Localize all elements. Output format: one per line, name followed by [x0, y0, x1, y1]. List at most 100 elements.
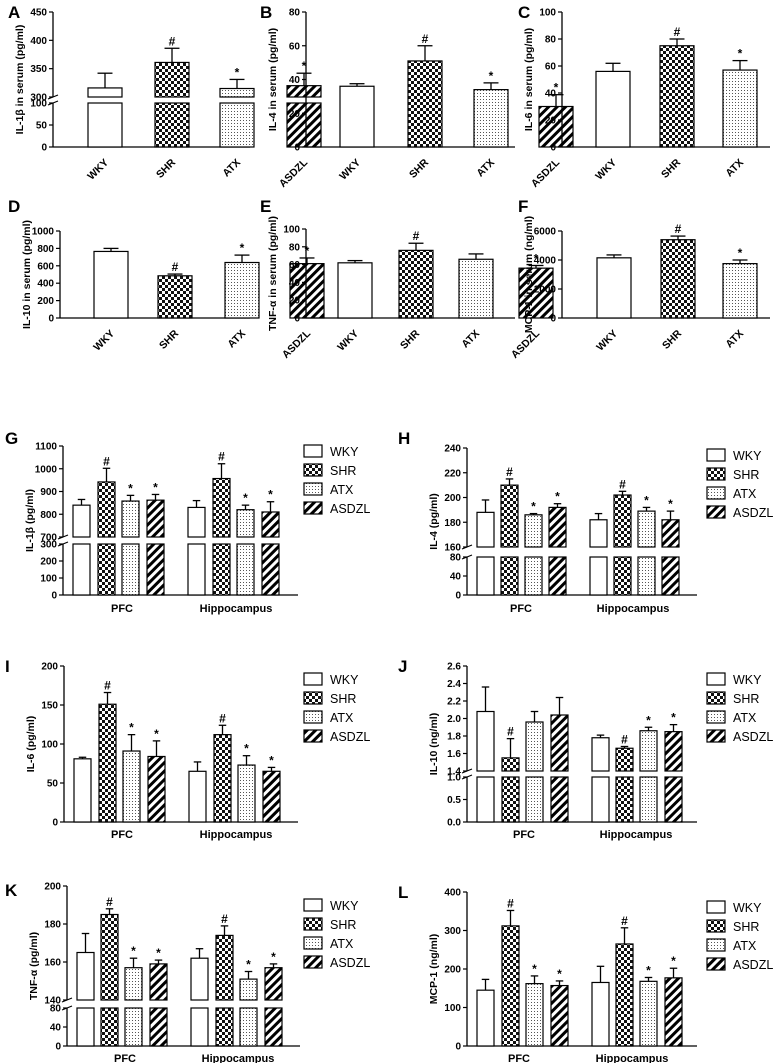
bar-lower — [190, 1007, 209, 1047]
y-tick-label: 100 — [40, 574, 57, 585]
y-tick-label: 450 — [30, 8, 47, 19]
y-tick-label: 200 — [37, 296, 54, 307]
significance-mark: # — [621, 914, 628, 928]
bar-lower — [615, 776, 634, 823]
legend-swatch — [303, 444, 323, 458]
legend-label: WKY — [733, 901, 762, 915]
significance-mark: * — [646, 963, 651, 977]
bar — [286, 85, 322, 98]
x-category-label: WKY — [85, 157, 111, 183]
y-tick-label: 0 — [550, 143, 556, 154]
y-tick-label: 180 — [44, 920, 61, 931]
y-tick-label: 60 — [545, 62, 557, 73]
y-tick-label: 100 — [30, 99, 47, 110]
y-tick-label: 240 — [444, 444, 461, 455]
bar-lower — [613, 556, 632, 596]
legend-swatch — [706, 938, 726, 952]
y-tick-label: 0 — [455, 591, 461, 602]
y-axis-label: IL-4 (pg/ml) — [428, 493, 440, 550]
y-axis-label: IL-10 in serum (pg/ml) — [21, 220, 33, 329]
y-tick-label: 0 — [455, 1042, 461, 1053]
bar-lower — [661, 556, 680, 596]
legend-swatch — [706, 710, 726, 724]
significance-mark: * — [644, 493, 649, 507]
y-tick-label: 40 — [50, 1023, 62, 1034]
y-tick-label: 1000 — [32, 227, 55, 238]
y-tick-label: 80 — [450, 553, 462, 564]
significance-mark: # — [621, 733, 628, 747]
bar — [476, 710, 495, 772]
y-axis-label: IL-1β (pg/ml) — [24, 489, 36, 552]
panel-label: A — [8, 3, 20, 22]
bar — [122, 750, 141, 823]
significance-mark: * — [131, 944, 136, 958]
significance-mark: * — [156, 946, 161, 960]
bar — [591, 981, 610, 1047]
bar-lower — [236, 543, 255, 596]
bar-lower — [149, 1007, 168, 1047]
panel-label: C — [518, 3, 530, 22]
legend-label: ATX — [330, 711, 354, 725]
y-axis-label: TNF-α in serum (pg/ml) — [267, 216, 279, 331]
legend-label: SHR — [733, 468, 759, 482]
panel-l: L 0 100 200 300 400 MCP-1 (ng/ml) # * * # * * PFC Hipp… — [398, 883, 773, 1063]
legend-label: ASDZL — [330, 502, 370, 516]
x-category-label: WKY — [594, 328, 620, 354]
significance-mark: # — [506, 465, 513, 479]
bar-lower — [264, 1007, 283, 1047]
legend-swatch — [303, 729, 323, 743]
bar-lower — [212, 543, 231, 596]
bar-lower — [637, 556, 656, 596]
significance-mark: * — [668, 497, 673, 511]
bar — [237, 764, 256, 823]
y-tick-label: 40 — [289, 75, 301, 86]
bar — [538, 105, 574, 148]
legend-swatch — [303, 898, 323, 912]
bar — [190, 957, 209, 1001]
y-tick-label: 800 — [37, 244, 54, 255]
y-tick-label: 0.0 — [447, 818, 461, 829]
bar — [187, 506, 206, 538]
y-tick-label: 20 — [289, 109, 301, 120]
significance-mark: * — [243, 491, 248, 505]
x-category-label: ATX — [474, 157, 497, 180]
y-tick-label: 0 — [51, 591, 57, 602]
y-axis-label: IL-1β in serum (pg/ml) — [14, 25, 26, 135]
bar-lower — [100, 1007, 119, 1047]
bar-lower — [476, 556, 495, 596]
legend-swatch — [303, 936, 323, 950]
x-category-label: WKY — [335, 328, 361, 354]
x-group-label: PFC — [510, 603, 532, 615]
bar — [407, 60, 443, 148]
bar-lower — [215, 1007, 234, 1047]
y-tick-label: 60 — [289, 41, 301, 52]
significance-mark: * — [269, 753, 274, 767]
bar-lower — [124, 1007, 143, 1047]
bar — [97, 481, 116, 538]
legend-label: WKY — [330, 445, 359, 459]
y-tick-label: 80 — [289, 8, 301, 19]
x-group-label: PFC — [111, 829, 133, 841]
legend-label: ATX — [733, 487, 757, 501]
y-tick-label: 100 — [444, 1003, 461, 1014]
bar — [591, 737, 610, 772]
bar — [147, 755, 166, 823]
bar — [501, 757, 520, 772]
y-tick-label: 50 — [47, 779, 59, 790]
legend-swatch — [706, 486, 726, 500]
legend-label: ATX — [330, 937, 354, 951]
bar — [639, 980, 658, 1047]
bar-lower — [154, 102, 190, 148]
y-tick-label: 220 — [444, 468, 461, 479]
bar — [215, 934, 234, 1001]
bar — [239, 978, 258, 1001]
significance-mark: # — [218, 450, 225, 464]
legend-label: ATX — [733, 711, 757, 725]
x-group-label: PFC — [508, 1053, 530, 1063]
bar — [476, 989, 495, 1047]
bar-lower — [76, 1007, 95, 1047]
